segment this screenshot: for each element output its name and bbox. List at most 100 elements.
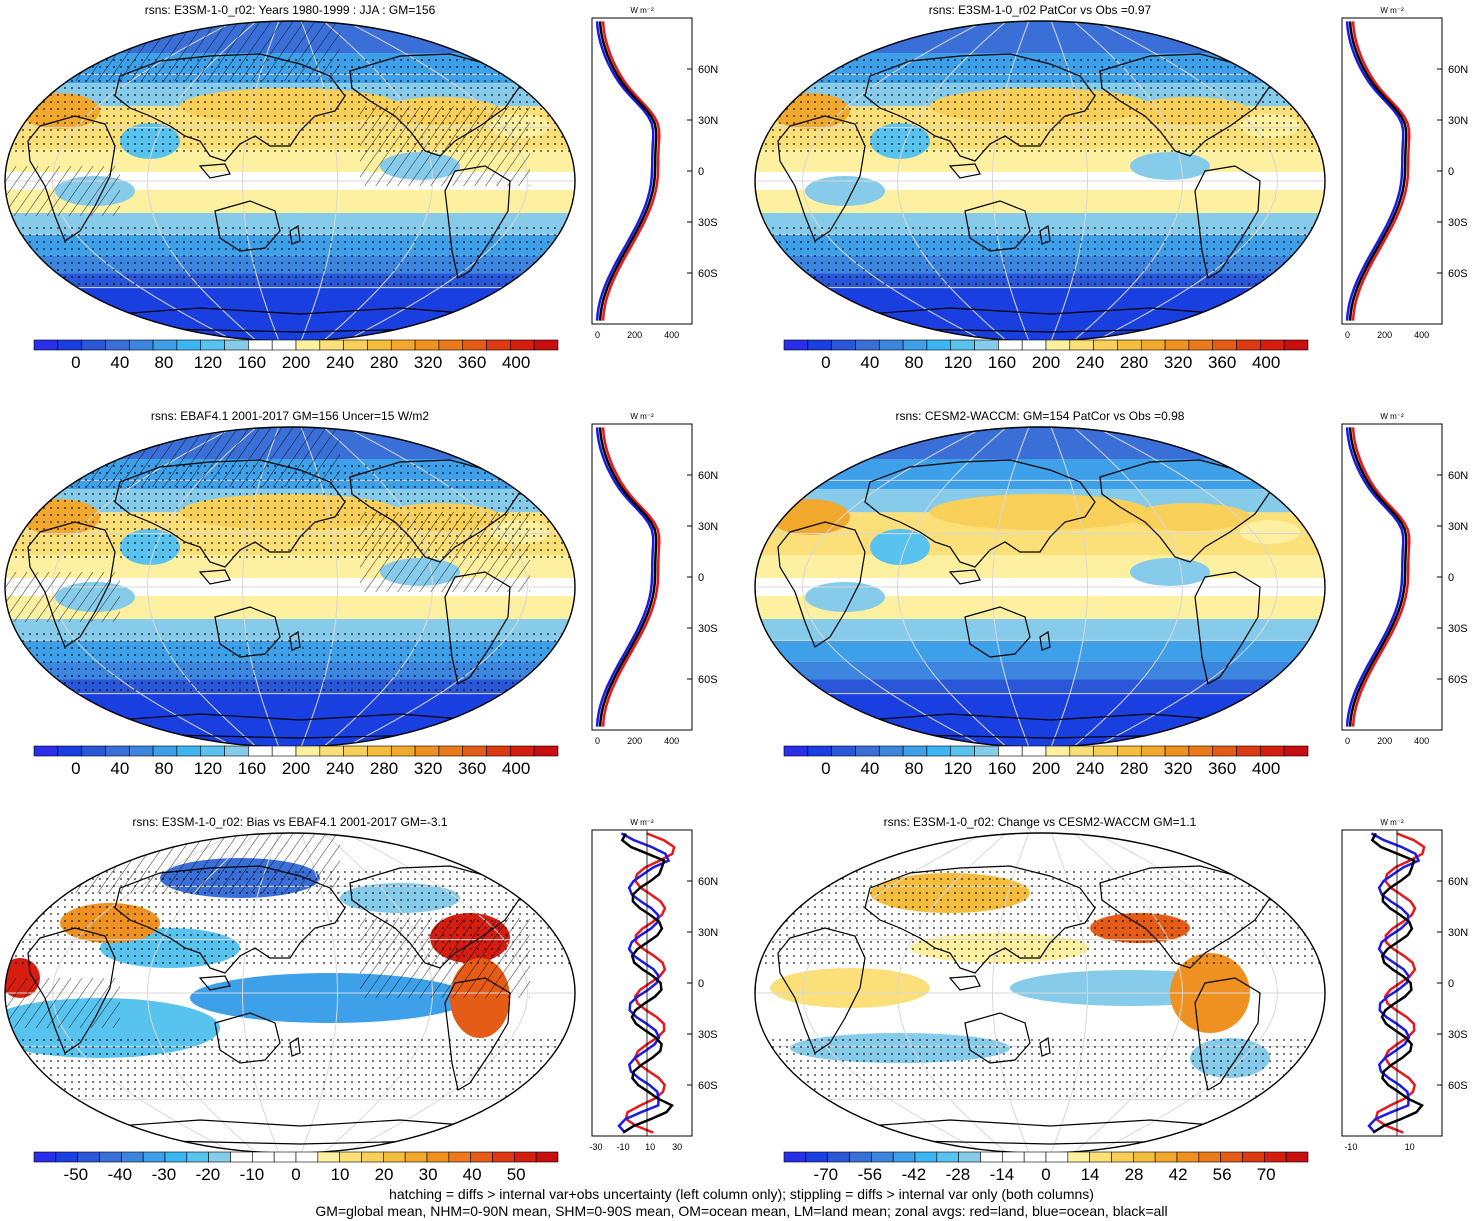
colorbar-label: 200: [1032, 759, 1060, 778]
colorbar-swatch: [343, 745, 368, 757]
colorbar: 0 40 80 120 160 200 240 280 320 360 400: [783, 745, 1309, 778]
colorbar-swatch: [1188, 339, 1214, 351]
colorbar-swatch: [99, 1151, 122, 1163]
colorbar-swatch: [230, 1151, 253, 1163]
zonal-x-tick: 400: [664, 330, 679, 340]
colorbar-label: -14: [990, 1165, 1015, 1184]
hatching: [40, 427, 340, 487]
colorbar-label: 280: [1120, 353, 1148, 372]
colorbar-label: 120: [194, 759, 222, 778]
map-title: rsns: E3SM-1-0_r02: Years 1980-1999 : JJ…: [144, 3, 436, 17]
zonal-x-tick: 0: [595, 736, 600, 746]
colorbar-swatch: [1089, 1151, 1112, 1163]
colorbar-label: 10: [331, 1165, 350, 1184]
zonal-mean-line: [624, 832, 676, 1134]
colorbar-swatch: [343, 339, 368, 351]
colorbar-swatch: [486, 745, 511, 757]
zonal-mean-line: [598, 427, 658, 727]
zonal-mean-plot: W m⁻² 60N 30N 0 30S 60S -30 -10 10 30: [590, 818, 719, 1152]
colorbar-swatch: [404, 1151, 428, 1163]
colorbar-swatch: [1264, 1151, 1287, 1163]
panel-reference-model: rsns: CESM2-WACCM: GM=154 PatCor vs Obs …: [750, 406, 1480, 806]
panel-model-patcor: rsns: E3SM-1-0_r02 PatCor vs Obs =0.97 W…: [750, 0, 1480, 400]
colorbar-label: 120: [944, 759, 972, 778]
colorbar-label: 80: [904, 353, 923, 372]
colorbar-label: 0: [1041, 1165, 1050, 1184]
colorbar-swatch: [1045, 339, 1071, 351]
colorbar-swatch: [1021, 745, 1047, 757]
zonal-unit: W m⁻²: [1380, 6, 1404, 15]
colorbar-swatch: [1117, 745, 1142, 757]
colorbar: 0 40 80 120 160 200 240 280 320 360 400: [33, 339, 559, 372]
colorbar-swatch: [462, 745, 487, 757]
zonal-x-tick: 10: [645, 1142, 655, 1152]
colorbar-swatch: [271, 339, 297, 351]
colorbar-swatch: [878, 745, 904, 757]
colorbar-label: 200: [282, 353, 310, 372]
colorbar-swatch: [1133, 1151, 1156, 1163]
colorbar-swatch: [892, 1151, 916, 1163]
colorbar-swatch: [1236, 745, 1261, 757]
zonal-mean-line: [1345, 21, 1405, 321]
colorbar-swatch: [1140, 339, 1166, 351]
zonal-unit: W m⁻²: [630, 6, 654, 15]
colorbar-swatch: [1069, 339, 1094, 351]
zonal-unit: W m⁻²: [1380, 818, 1404, 827]
footer-note-hatching: hatching = diffs > internal var+obs unce…: [389, 1186, 1094, 1202]
colorbar-swatch: [533, 339, 559, 351]
colorbar-swatch: [492, 1151, 515, 1163]
colorbar-label: 0: [291, 1165, 300, 1184]
zonal-mean-line: [1367, 832, 1421, 1134]
zonal-lat-tick: 30N: [698, 521, 718, 533]
colorbar-label: 30: [419, 1165, 438, 1184]
map-title: rsns: CESM2-WACCM: GM=154 PatCor vs Obs …: [895, 409, 1185, 423]
zonal-frame: [591, 17, 693, 325]
colorbar-label: 80: [904, 759, 923, 778]
colorbar: 0 40 80 120 160 200 240 280 320 360 400: [33, 745, 559, 778]
zonal-mean-plot: W m⁻² 60N 30N 0 30S 60S -10 10: [1341, 818, 1468, 1152]
colorbar-swatch: [1212, 339, 1237, 351]
colorbar-swatch: [390, 745, 416, 757]
colorbar-swatch: [878, 339, 904, 351]
colorbar-swatch: [998, 745, 1023, 757]
colorbar-label: 280: [370, 353, 398, 372]
colorbar: -50 -40 -30 -20 -10 0 10 20 30 40 50: [33, 1151, 559, 1184]
colorbar-label: -42: [902, 1165, 927, 1184]
stippling: [5, 1038, 575, 1098]
zonal-lat-tick: 60S: [1448, 674, 1468, 686]
zonal-lat-tick: 60S: [1448, 268, 1468, 280]
colorbar-swatch: [383, 1151, 406, 1163]
zonal-x-tick: -30: [590, 1142, 603, 1152]
colorbar-label: 40: [463, 1165, 482, 1184]
zonal-x-tick: 0: [1345, 736, 1350, 746]
zonal-lat-tick: 0: [698, 572, 704, 584]
colorbar-swatch: [121, 1151, 144, 1163]
hatching: [40, 21, 340, 81]
colorbar-swatch: [128, 745, 154, 757]
colorbar-swatch: [807, 745, 832, 757]
hatching: [40, 833, 340, 893]
colorbar-swatch: [827, 1151, 850, 1163]
colorbar-swatch: [295, 745, 321, 757]
zonal-mean-line: [1351, 21, 1411, 321]
zonal-lat-tick: 0: [1448, 978, 1454, 990]
colorbar-label: 14: [1081, 1165, 1100, 1184]
world-map: [4, 832, 576, 1154]
world-map: [4, 20, 576, 342]
zonal-mean-line: [595, 21, 655, 321]
colorbar-swatch: [81, 339, 106, 351]
zonal-lat-tick: 60S: [698, 268, 718, 280]
zonal-lat-tick: 30N: [1448, 521, 1468, 533]
zonal-unit: W m⁻²: [1380, 412, 1404, 421]
colorbar-swatch: [1154, 1151, 1178, 1163]
colorbar-swatch: [57, 745, 82, 757]
colorbar-swatch: [1198, 1151, 1221, 1163]
zonal-frame: [591, 423, 693, 731]
colorbar-swatch: [1067, 1151, 1090, 1163]
map-title: rsns: E3SM-1-0_r02 PatCor vs Obs =0.97: [928, 3, 1152, 17]
colorbar-label: 320: [414, 353, 442, 372]
colorbar-swatch: [902, 745, 928, 757]
colorbar-swatch: [510, 339, 535, 351]
colorbar-swatch: [438, 745, 464, 757]
colorbar-swatch: [152, 339, 178, 351]
